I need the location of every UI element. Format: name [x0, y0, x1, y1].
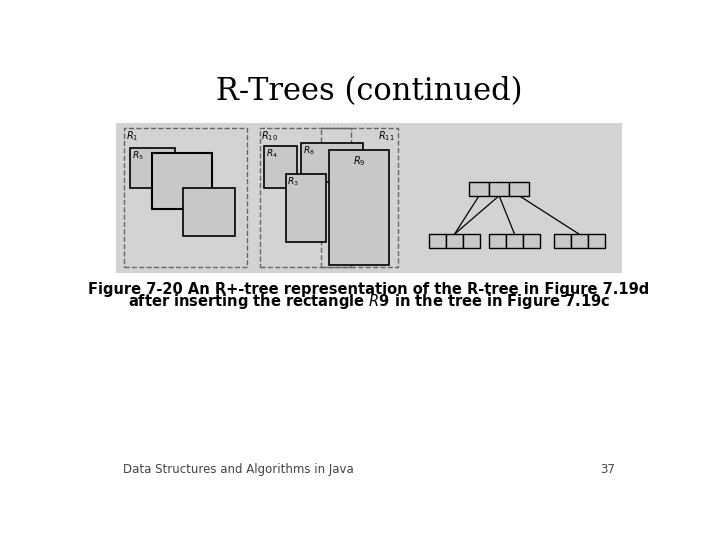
Text: $R_8$: $R_8$ — [526, 235, 537, 247]
Text: $R_9$: $R_9$ — [573, 235, 585, 247]
Text: $R_7$: $R_7$ — [176, 155, 188, 168]
Text: $R_4$: $R_4$ — [266, 147, 278, 160]
Bar — [446, 234, 463, 248]
Text: $R_7$: $R_7$ — [466, 235, 477, 247]
Text: $R_2$: $R_2$ — [220, 190, 232, 202]
Bar — [489, 234, 506, 248]
Bar — [523, 234, 540, 248]
Text: $R_5$: $R_5$ — [132, 150, 143, 162]
Text: $R_9$: $R_9$ — [353, 154, 365, 168]
Bar — [130, 148, 175, 188]
Bar — [509, 182, 529, 195]
Text: R-Trees (continued): R-Trees (continued) — [216, 76, 522, 107]
Text: $R_5$: $R_5$ — [473, 182, 485, 195]
Text: Data Structures and Algorithms in Java: Data Structures and Algorithms in Java — [122, 463, 354, 476]
Text: $R_8$: $R_8$ — [303, 145, 315, 157]
Bar — [321, 128, 398, 267]
Bar — [588, 234, 605, 248]
Text: Figure 7-20 An R+-tree representation of the R-tree in Figure 7.19d: Figure 7-20 An R+-tree representation of… — [89, 282, 649, 297]
Text: $R_{10}$: $R_{10}$ — [490, 182, 508, 195]
Text: $R_{11}$: $R_{11}$ — [379, 130, 395, 143]
Bar — [329, 150, 389, 265]
Bar — [489, 182, 509, 195]
Bar — [571, 234, 588, 248]
Text: $R_3$: $R_3$ — [287, 176, 299, 188]
Bar — [264, 146, 297, 188]
Text: $R_{10}$: $R_{10}$ — [261, 130, 278, 143]
Text: $R_1$: $R_1$ — [492, 235, 503, 247]
Text: $R_{11}$: $R_{11}$ — [510, 182, 528, 195]
Text: $R_8$: $R_8$ — [557, 235, 568, 247]
Text: after inserting the rectangle $\mathit{R}$9 in the tree in Figure 7.19c: after inserting the rectangle $\mathit{R… — [127, 293, 611, 312]
Text: $R_1$: $R_1$ — [126, 130, 138, 143]
Text: $R_2$: $R_2$ — [449, 235, 460, 247]
Bar — [286, 174, 326, 242]
Bar — [469, 182, 489, 195]
Bar — [506, 234, 523, 248]
Bar — [117, 123, 621, 273]
Bar — [463, 234, 480, 248]
Bar — [429, 234, 446, 248]
Text: $R_3$: $R_3$ — [508, 235, 521, 247]
Bar — [260, 128, 351, 267]
Text: 37: 37 — [600, 463, 616, 476]
Bar — [152, 153, 212, 209]
Bar — [301, 143, 363, 182]
Text: $R_1$: $R_1$ — [432, 235, 444, 247]
Bar — [183, 188, 235, 236]
Bar — [554, 234, 571, 248]
Bar — [124, 128, 248, 267]
